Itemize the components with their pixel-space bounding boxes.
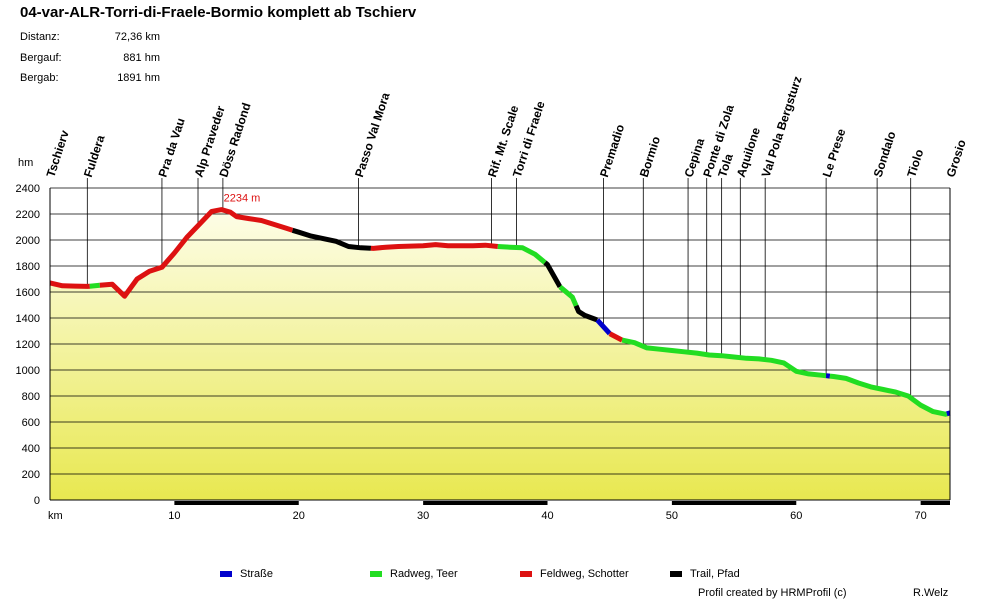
profile-segment-trail (573, 304, 599, 323)
x-tick-label: 10 (168, 510, 180, 522)
profile-segment-radweg (558, 284, 579, 307)
stat-ascent-label: Bergauf: (20, 52, 62, 64)
waypoint-label: Bormio (637, 135, 663, 179)
profile-segment-strasse (595, 318, 612, 336)
max-elevation-label: 2234 m (224, 193, 261, 205)
profile-segment-radweg (621, 337, 827, 379)
legend-item-trail: Trail, Pfad (670, 568, 740, 580)
footer-credit: Profil created by HRMProfil (c) (698, 587, 847, 599)
stat-descent-label: Bergab: (20, 72, 59, 84)
x-tick-label: 50 (666, 510, 678, 522)
profile-segment-radweg (829, 373, 948, 417)
footer-author: R.Welz (913, 587, 949, 599)
elevation-profile-chart: 0 200 400 600 800 1000 1200 1400 1600 1800 2000 220… (16, 74, 969, 522)
waypoint-label: Pra da Vau (155, 116, 187, 179)
legend-label: Straße (240, 568, 274, 580)
waypoint-label: Passo Val Mora (352, 91, 393, 179)
waypoint-label: Premadio (597, 123, 627, 179)
waypoint-label: Le Prese (820, 127, 849, 179)
y-tick-label: 1800 (16, 261, 40, 273)
x-tick-label: 40 (541, 510, 553, 522)
profile-segment-radweg (497, 244, 547, 265)
waypoint-label: Aquilone (734, 125, 763, 178)
y-tick-label: 1200 (16, 339, 40, 351)
waypoint-label: Val Pola Bergsturz (759, 74, 805, 179)
legend-swatch (520, 571, 532, 578)
y-tick-label: 0 (34, 495, 40, 507)
y-tick-label: 1600 (16, 287, 40, 299)
profile-segment-feldweg (608, 331, 624, 343)
legend-label: Radweg, Teer (390, 568, 458, 580)
profile-segment-feldweg (99, 207, 294, 299)
waypoint-label: Tschierv (44, 128, 72, 179)
profile-segment-feldweg (370, 242, 499, 251)
y-tick-label: 2200 (16, 209, 40, 221)
legend-swatch (370, 571, 382, 578)
y-tick-label: 1400 (16, 313, 40, 325)
x-tick-label: 60 (790, 510, 802, 522)
profile-segment-radweg (89, 282, 101, 289)
profile-segment-trail (543, 260, 563, 289)
legend-item-feldweg: Feldweg, Schotter (520, 568, 629, 580)
y-tick-label: 400 (22, 443, 40, 455)
legend-item-strasse: Straße (220, 568, 273, 580)
waypoint-label: Sondalo (871, 130, 899, 179)
waypoint-label: Tiolo (904, 148, 926, 179)
y-axis-label: hm (18, 157, 33, 169)
legend-swatch (220, 571, 232, 578)
profile-area (50, 209, 950, 500)
chart-title: 04-var-ALR-Torri-di-Fraele-Bormio komple… (20, 4, 417, 21)
x-axis-label: km (48, 510, 63, 522)
waypoint-label: Grosio (944, 138, 969, 179)
legend-swatch (670, 571, 682, 578)
legend-label: Feldweg, Schotter (540, 568, 629, 580)
legend-item-radweg: Radweg, Teer (370, 568, 458, 580)
y-tick-label: 200 (22, 469, 40, 481)
legend: Straße Radweg, Teer Feldweg, Schotter Trail… (0, 568, 1000, 584)
profile-segment-feldweg (49, 280, 90, 289)
x-tick-label: 70 (915, 510, 927, 522)
stat-distance-value: 72,36 km (114, 31, 160, 43)
profile-segment-strasse (946, 410, 951, 417)
stat-descent-value: 1891 hm (117, 72, 160, 84)
stat-distance-label: Distanz: (20, 31, 60, 43)
axis-bar-segment (920, 501, 950, 505)
axis-bar-segment (671, 501, 797, 505)
axis-bar-segment (423, 501, 548, 505)
y-tick-label: 600 (22, 417, 40, 429)
x-tick-label: 20 (293, 510, 305, 522)
y-tick-label: 800 (22, 391, 40, 403)
y-tick-label: 2400 (16, 183, 40, 195)
y-tick-label: 1000 (16, 365, 40, 377)
x-tick-label: 30 (417, 510, 429, 522)
axis-bar-segment (174, 501, 299, 505)
stat-ascent-value: 881 hm (123, 52, 160, 64)
profile-segment-trail (291, 227, 372, 251)
legend-label: Trail, Pfad (690, 568, 740, 580)
y-tick-label: 2000 (16, 235, 40, 247)
waypoint-label: Fuldera (81, 133, 108, 179)
